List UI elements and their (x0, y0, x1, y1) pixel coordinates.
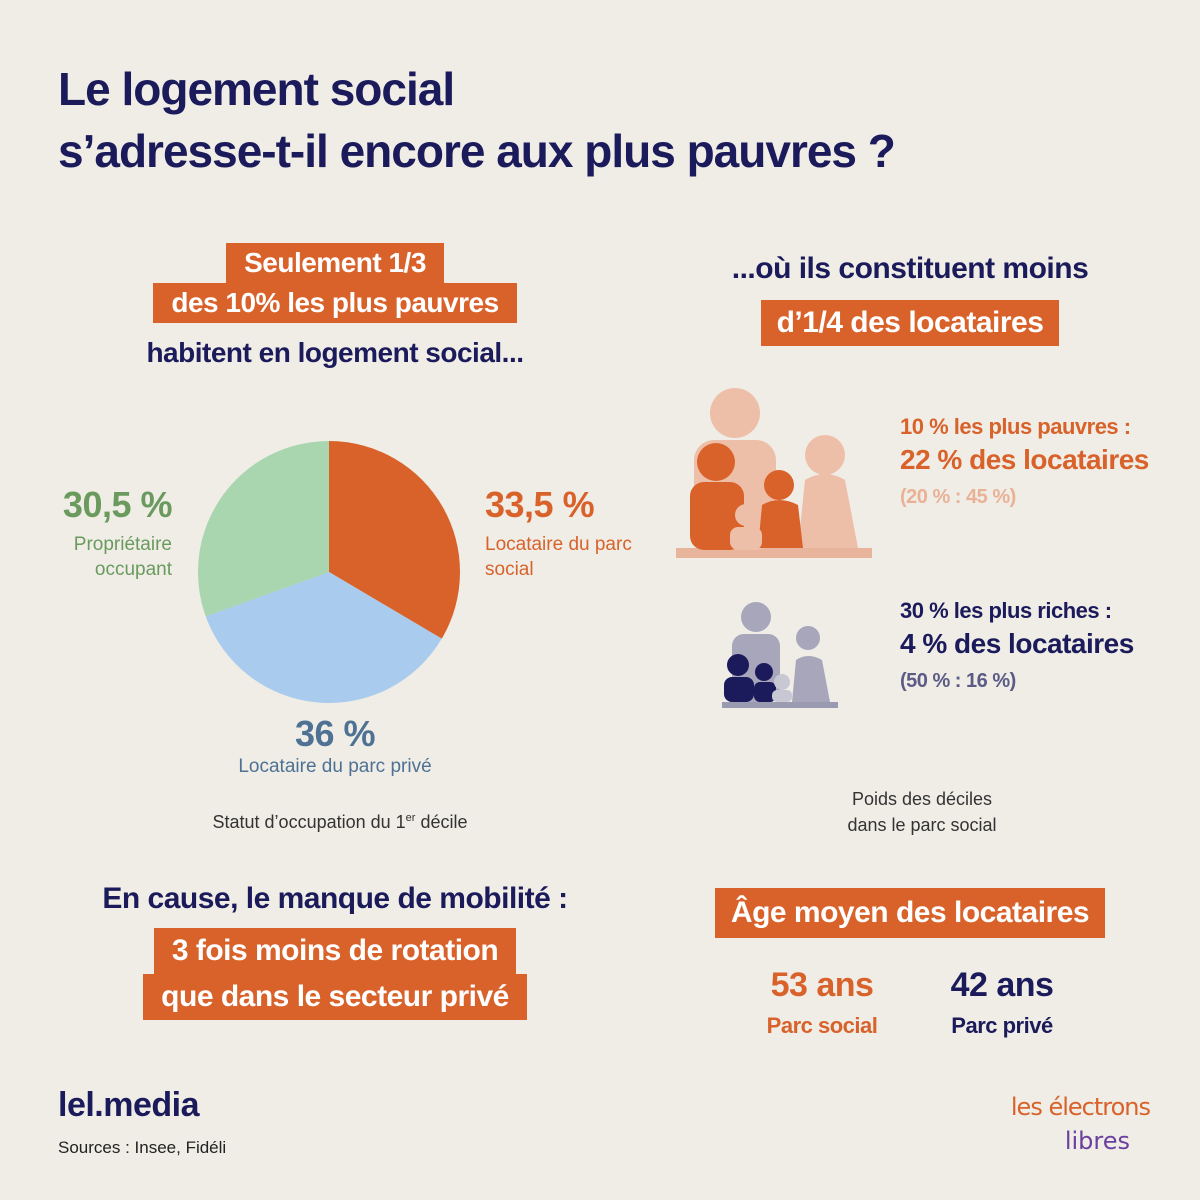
icon-body (758, 500, 803, 548)
deciles-caption: Poids des déciles dans le parc social (847, 789, 997, 835)
title-line: Le logement social (58, 63, 455, 115)
highlight: 3 fois moins de rotation (153, 928, 517, 974)
icon-body (754, 682, 776, 702)
site: lel.media (58, 1086, 200, 1124)
decile-label: 30 % les plus riches : (900, 598, 1112, 623)
age-private: 42 ans Parc privé (922, 966, 1082, 1039)
highlight: que dans le secteur privé (143, 974, 527, 1020)
caption-text: décile (415, 812, 468, 832)
logo-line: libres (1064, 1127, 1130, 1155)
icon-head (735, 504, 757, 526)
legend-label: Locataire du parc privé (238, 756, 432, 777)
value-label: 36 % (294, 713, 376, 754)
logo-line: les électrons (1010, 1093, 1151, 1121)
pie-slice (197, 441, 329, 617)
icon-head (774, 674, 790, 690)
highlight: Seulement 1/3 (226, 243, 444, 283)
icon-base (676, 548, 872, 558)
subtitle: habitent en logement social... (146, 337, 524, 368)
age-label: Parc social (766, 1013, 878, 1038)
legend-label: Locataire du parc social (485, 534, 632, 580)
icon-head (764, 470, 794, 500)
family-icon-rich (722, 602, 838, 708)
icon-body (792, 656, 830, 702)
age-label: Parc privé (951, 1013, 1053, 1038)
decile-note: (20 % : 45 %) (900, 486, 1016, 508)
age-value: 42 ans (950, 966, 1054, 1004)
subtitle: ...où ils constituent moins (731, 252, 1089, 285)
value-label: 33,5 % (485, 484, 595, 525)
icon-head (755, 663, 773, 681)
age-value: 53 ans (770, 966, 874, 1004)
value-label: 30,5 % (62, 484, 173, 525)
icon-base (722, 702, 838, 708)
icon-body (772, 690, 792, 702)
decile-value: 22 % des locataires (900, 444, 1149, 475)
decile-value: 4 % des locataires (900, 628, 1134, 659)
icon-body (724, 677, 754, 702)
icon-body (798, 474, 858, 548)
highlight: Âge moyen des locataires (714, 888, 1106, 938)
chart-caption: Statut d’occupation du 1er décile (140, 812, 540, 833)
decile-rich: 30 % les plus riches : 4 % des locataire… (900, 598, 1134, 693)
decile-label: 10 % les plus pauvres : (900, 414, 1131, 439)
age: Âge moyen des locataires (660, 888, 1160, 938)
icon-body (730, 527, 762, 550)
right-header: ...où ils constituent moins d’1/4 des lo… (660, 252, 1160, 346)
icon-head (697, 443, 735, 481)
sources: Sources : Insee, Fidéli (58, 1138, 227, 1157)
left-header: Seulement 1/3 des 10% les plus pauvres h… (85, 243, 585, 369)
icon-head (710, 388, 760, 438)
icon-head (805, 435, 845, 475)
caption-text: Statut d’occupation du 1 (212, 812, 406, 832)
highlight: d’1/4 des locataires (760, 300, 1060, 346)
pie-slice (329, 441, 461, 639)
family-icon-poor (676, 388, 872, 558)
caption-sup: er (405, 812, 416, 824)
logo: les électrons libres (960, 1090, 1151, 1158)
icon-head (741, 602, 771, 632)
decile-poor: 10 % les plus pauvres : 22 % des locatai… (900, 414, 1149, 509)
icon-head (727, 654, 749, 676)
age-social: 53 ans Parc social (742, 966, 902, 1039)
mobility: En cause, le manque de mobilité : 3 fois… (60, 882, 610, 1020)
title-line: s’adresse-t-il encore aux plus pauvres ? (58, 125, 896, 177)
highlight: des 10% les plus pauvres (153, 283, 517, 323)
subtitle: En cause, le manque de mobilité : (102, 882, 568, 915)
icon-head (796, 626, 820, 650)
legend-label: Propriétaire occupant (73, 534, 172, 580)
title: Le logement social s’adresse-t-il encore… (58, 58, 896, 182)
decile-note: (50 % : 16 %) (900, 670, 1016, 692)
pie-slice (205, 572, 442, 704)
